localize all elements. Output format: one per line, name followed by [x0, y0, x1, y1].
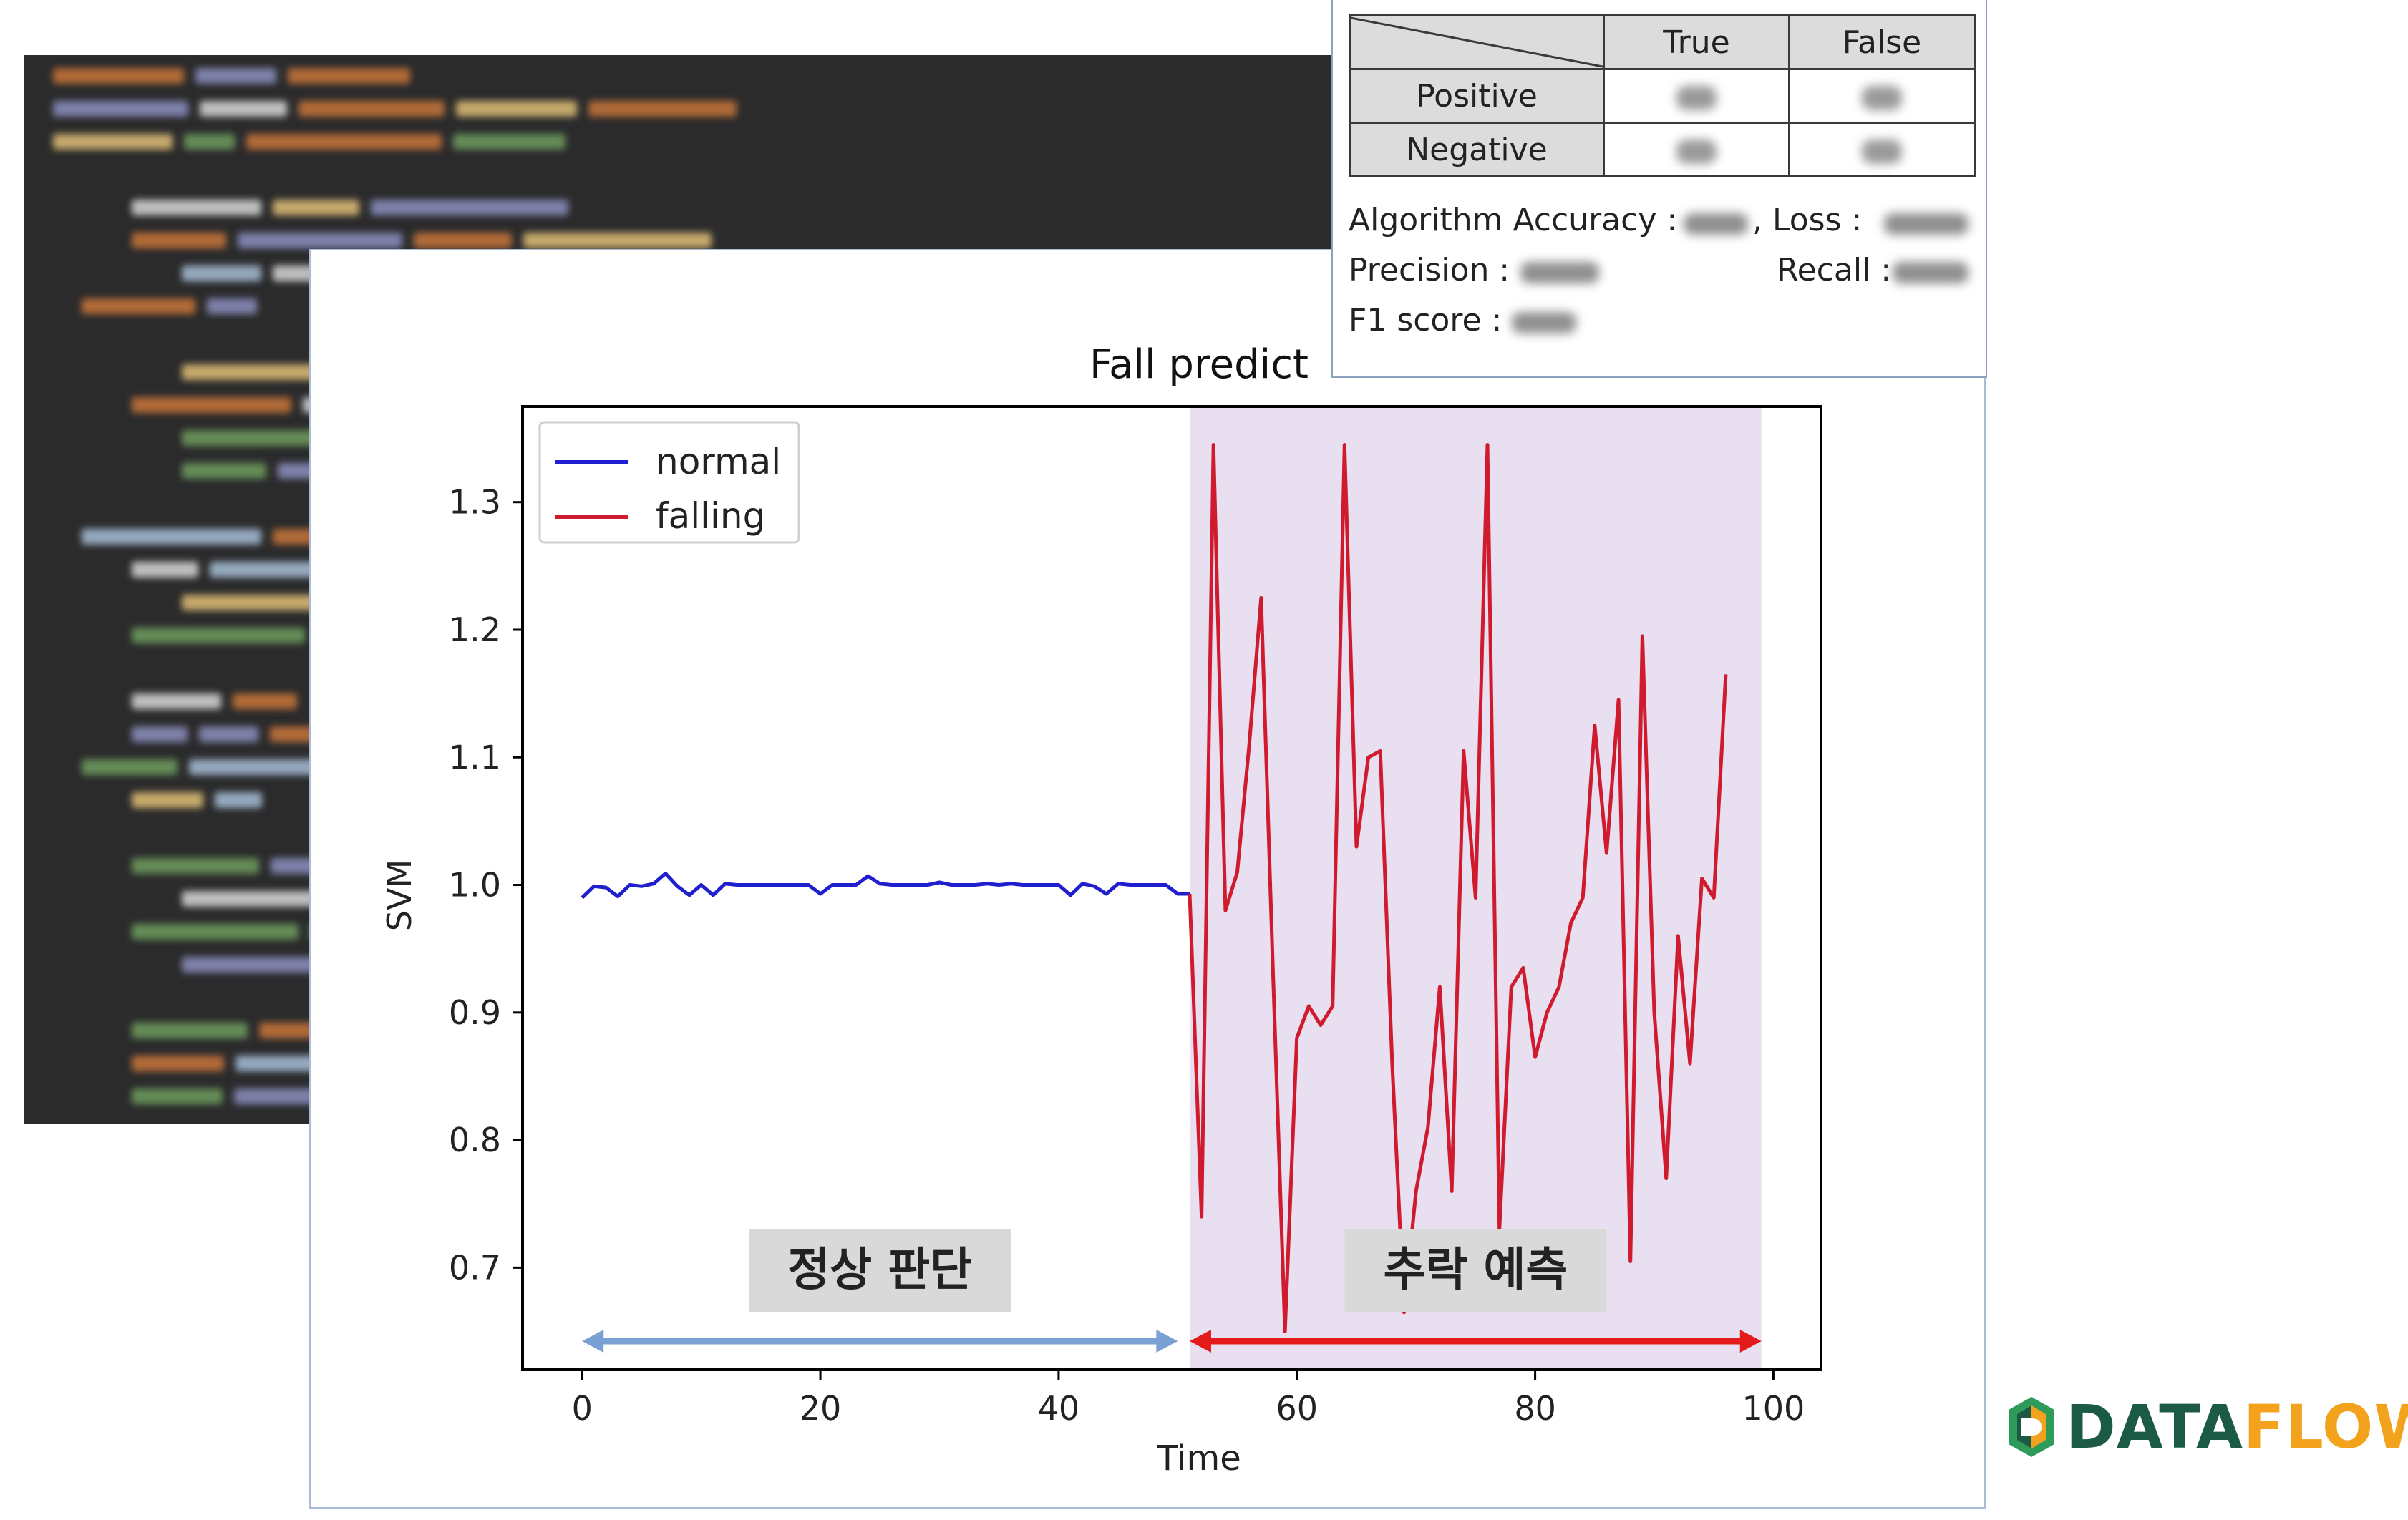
code-token [456, 101, 577, 117]
code-token [132, 924, 298, 940]
code-token [238, 233, 402, 248]
legend-label-normal: normal [656, 441, 781, 482]
y-tick-label: 1.0 [449, 866, 501, 905]
y-tick-label: 1.3 [449, 483, 501, 522]
cell-positive-true [1603, 68, 1790, 124]
code-token [273, 200, 359, 215]
chart: 정상 판단 추락 예측 0 20 40 60 80 100 0.7 0.8 0.9 1.0 1.1 1.2… [380, 341, 1822, 1478]
accuracy-label: Algorithm Accuracy : [1349, 202, 1678, 238]
y-tick-label: 0.9 [449, 993, 501, 1032]
annotation-arrow-head-right [1739, 1330, 1762, 1353]
series-line-normal [581, 872, 1190, 900]
y-tick-label: 0.7 [449, 1248, 501, 1287]
x-tick-label: 40 [1038, 1389, 1080, 1428]
code-token [298, 101, 445, 117]
code-token [414, 233, 512, 248]
legend-box [538, 421, 800, 544]
x-axis-label: Time [1156, 1438, 1241, 1478]
annotation-label-box [749, 1229, 1011, 1312]
code-token [182, 957, 327, 973]
y-tick-label: 1.1 [449, 738, 501, 776]
metrics-panel: True False Positive Negative Algorithm A… [1331, 0, 1987, 378]
code-token [82, 529, 261, 545]
code-token [132, 1088, 223, 1104]
confusion-matrix-table: True False Positive Negative [1349, 14, 1976, 177]
x-tick-label: 0 [572, 1389, 593, 1428]
y-tick-label: 1.2 [449, 610, 501, 649]
code-token [523, 233, 712, 248]
code-token [53, 101, 188, 117]
code-token [233, 693, 297, 709]
header-true: True [1603, 14, 1790, 70]
recall-value-redacted [1893, 262, 1968, 283]
logo-wordmark: DATAFLOW [2066, 1392, 2408, 1462]
code-token [453, 134, 565, 150]
table-corner-cell [1349, 14, 1605, 70]
recall-label: Recall : [1777, 252, 1892, 288]
x-tick-label: 80 [1514, 1389, 1556, 1428]
code-token [53, 134, 173, 150]
series-line-falling [1188, 443, 1728, 1333]
precision-label: Precision : [1349, 252, 1510, 288]
code-token [288, 68, 410, 84]
cell-negative-false [1788, 122, 1976, 177]
code-token [132, 792, 203, 808]
code-token [207, 298, 257, 314]
annotation-arrow-head-right [1156, 1330, 1178, 1353]
code-token [184, 134, 235, 150]
annotation-label: 추락 예측 [1383, 1244, 1568, 1297]
y-axis-label: SVM [380, 859, 419, 931]
annotation-label: 정상 판단 [787, 1244, 972, 1297]
code-token [215, 792, 262, 808]
f1-label: F1 score : [1349, 302, 1502, 338]
logo-mark-icon [2009, 1397, 2054, 1457]
code-token [132, 1056, 224, 1071]
dataflow-logo: DATAFLOW [2004, 1391, 2408, 1463]
x-tick-label: 20 [800, 1389, 842, 1428]
code-token [132, 200, 261, 215]
code-token [132, 726, 188, 742]
annotation-arrow-head-left [582, 1330, 604, 1353]
code-token [189, 759, 344, 775]
plot-frame [521, 405, 1822, 1371]
y-tick-label: 0.8 [449, 1121, 501, 1159]
row-label-positive: Positive [1349, 68, 1605, 124]
code-token [182, 463, 266, 479]
row-label-negative: Negative [1349, 122, 1605, 177]
x-tick-label: 100 [1742, 1389, 1805, 1428]
annotation-arrow-head-left [1189, 1330, 1211, 1353]
code-token [132, 693, 221, 709]
code-token [246, 134, 442, 150]
x-tick-label: 60 [1276, 1389, 1318, 1428]
header-false: False [1788, 14, 1976, 70]
code-token [132, 858, 259, 874]
code-token [82, 759, 178, 775]
accuracy-value-redacted [1684, 213, 1748, 235]
cell-positive-false [1788, 68, 1976, 124]
legend-label-falling: falling [656, 495, 765, 537]
code-token [200, 101, 287, 117]
code-token [53, 68, 184, 84]
code-token [371, 200, 568, 215]
loss-label: , Loss : [1752, 202, 1863, 238]
precision-value-redacted [1520, 262, 1599, 283]
code-token [132, 397, 291, 413]
code-token [195, 68, 276, 84]
code-token [182, 265, 261, 281]
code-token [199, 726, 258, 742]
chart-title: Fall predict [1089, 341, 1309, 388]
code-token [588, 101, 737, 117]
annotation-label-box [1344, 1229, 1607, 1312]
code-token [132, 1023, 248, 1038]
code-token [132, 562, 198, 578]
diagonal-divider [1351, 16, 1603, 68]
code-token [132, 628, 305, 643]
code-token [82, 298, 195, 314]
loss-value-redacted [1884, 213, 1968, 235]
chart-card: 정상 판단 추락 예측 0 20 40 60 80 100 0.7 0.8 0.9 1.0 1.1 1.2… [309, 249, 1986, 1509]
f1-value-redacted [1512, 312, 1576, 333]
cell-negative-true [1603, 122, 1790, 177]
code-token [132, 233, 226, 248]
